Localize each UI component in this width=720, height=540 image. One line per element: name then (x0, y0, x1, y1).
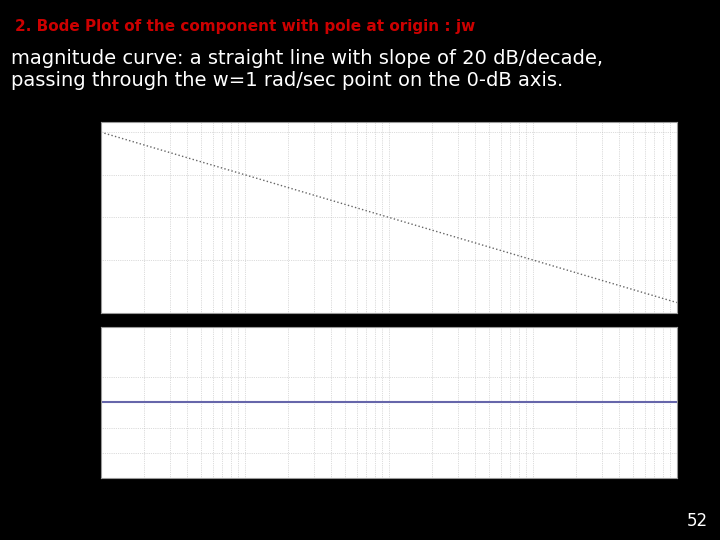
Text: 2. Bode Plot of the component with pole at origin : jw: 2. Bode Plot of the component with pole … (15, 19, 476, 34)
Text: 52: 52 (687, 512, 708, 530)
Y-axis label: Magnitude (dB): Magnitude (dB) (58, 173, 68, 261)
Title: Bode Diagram: Bode Diagram (346, 107, 431, 120)
Text: magnitude curve: a straight line with slope of 20 dB/decade,
passing through the: magnitude curve: a straight line with sl… (11, 49, 603, 90)
Y-axis label: Phase (deg): Phase (deg) (45, 368, 55, 437)
X-axis label: Frequency  (rad/sec): Frequency (rad/sec) (321, 507, 456, 516)
